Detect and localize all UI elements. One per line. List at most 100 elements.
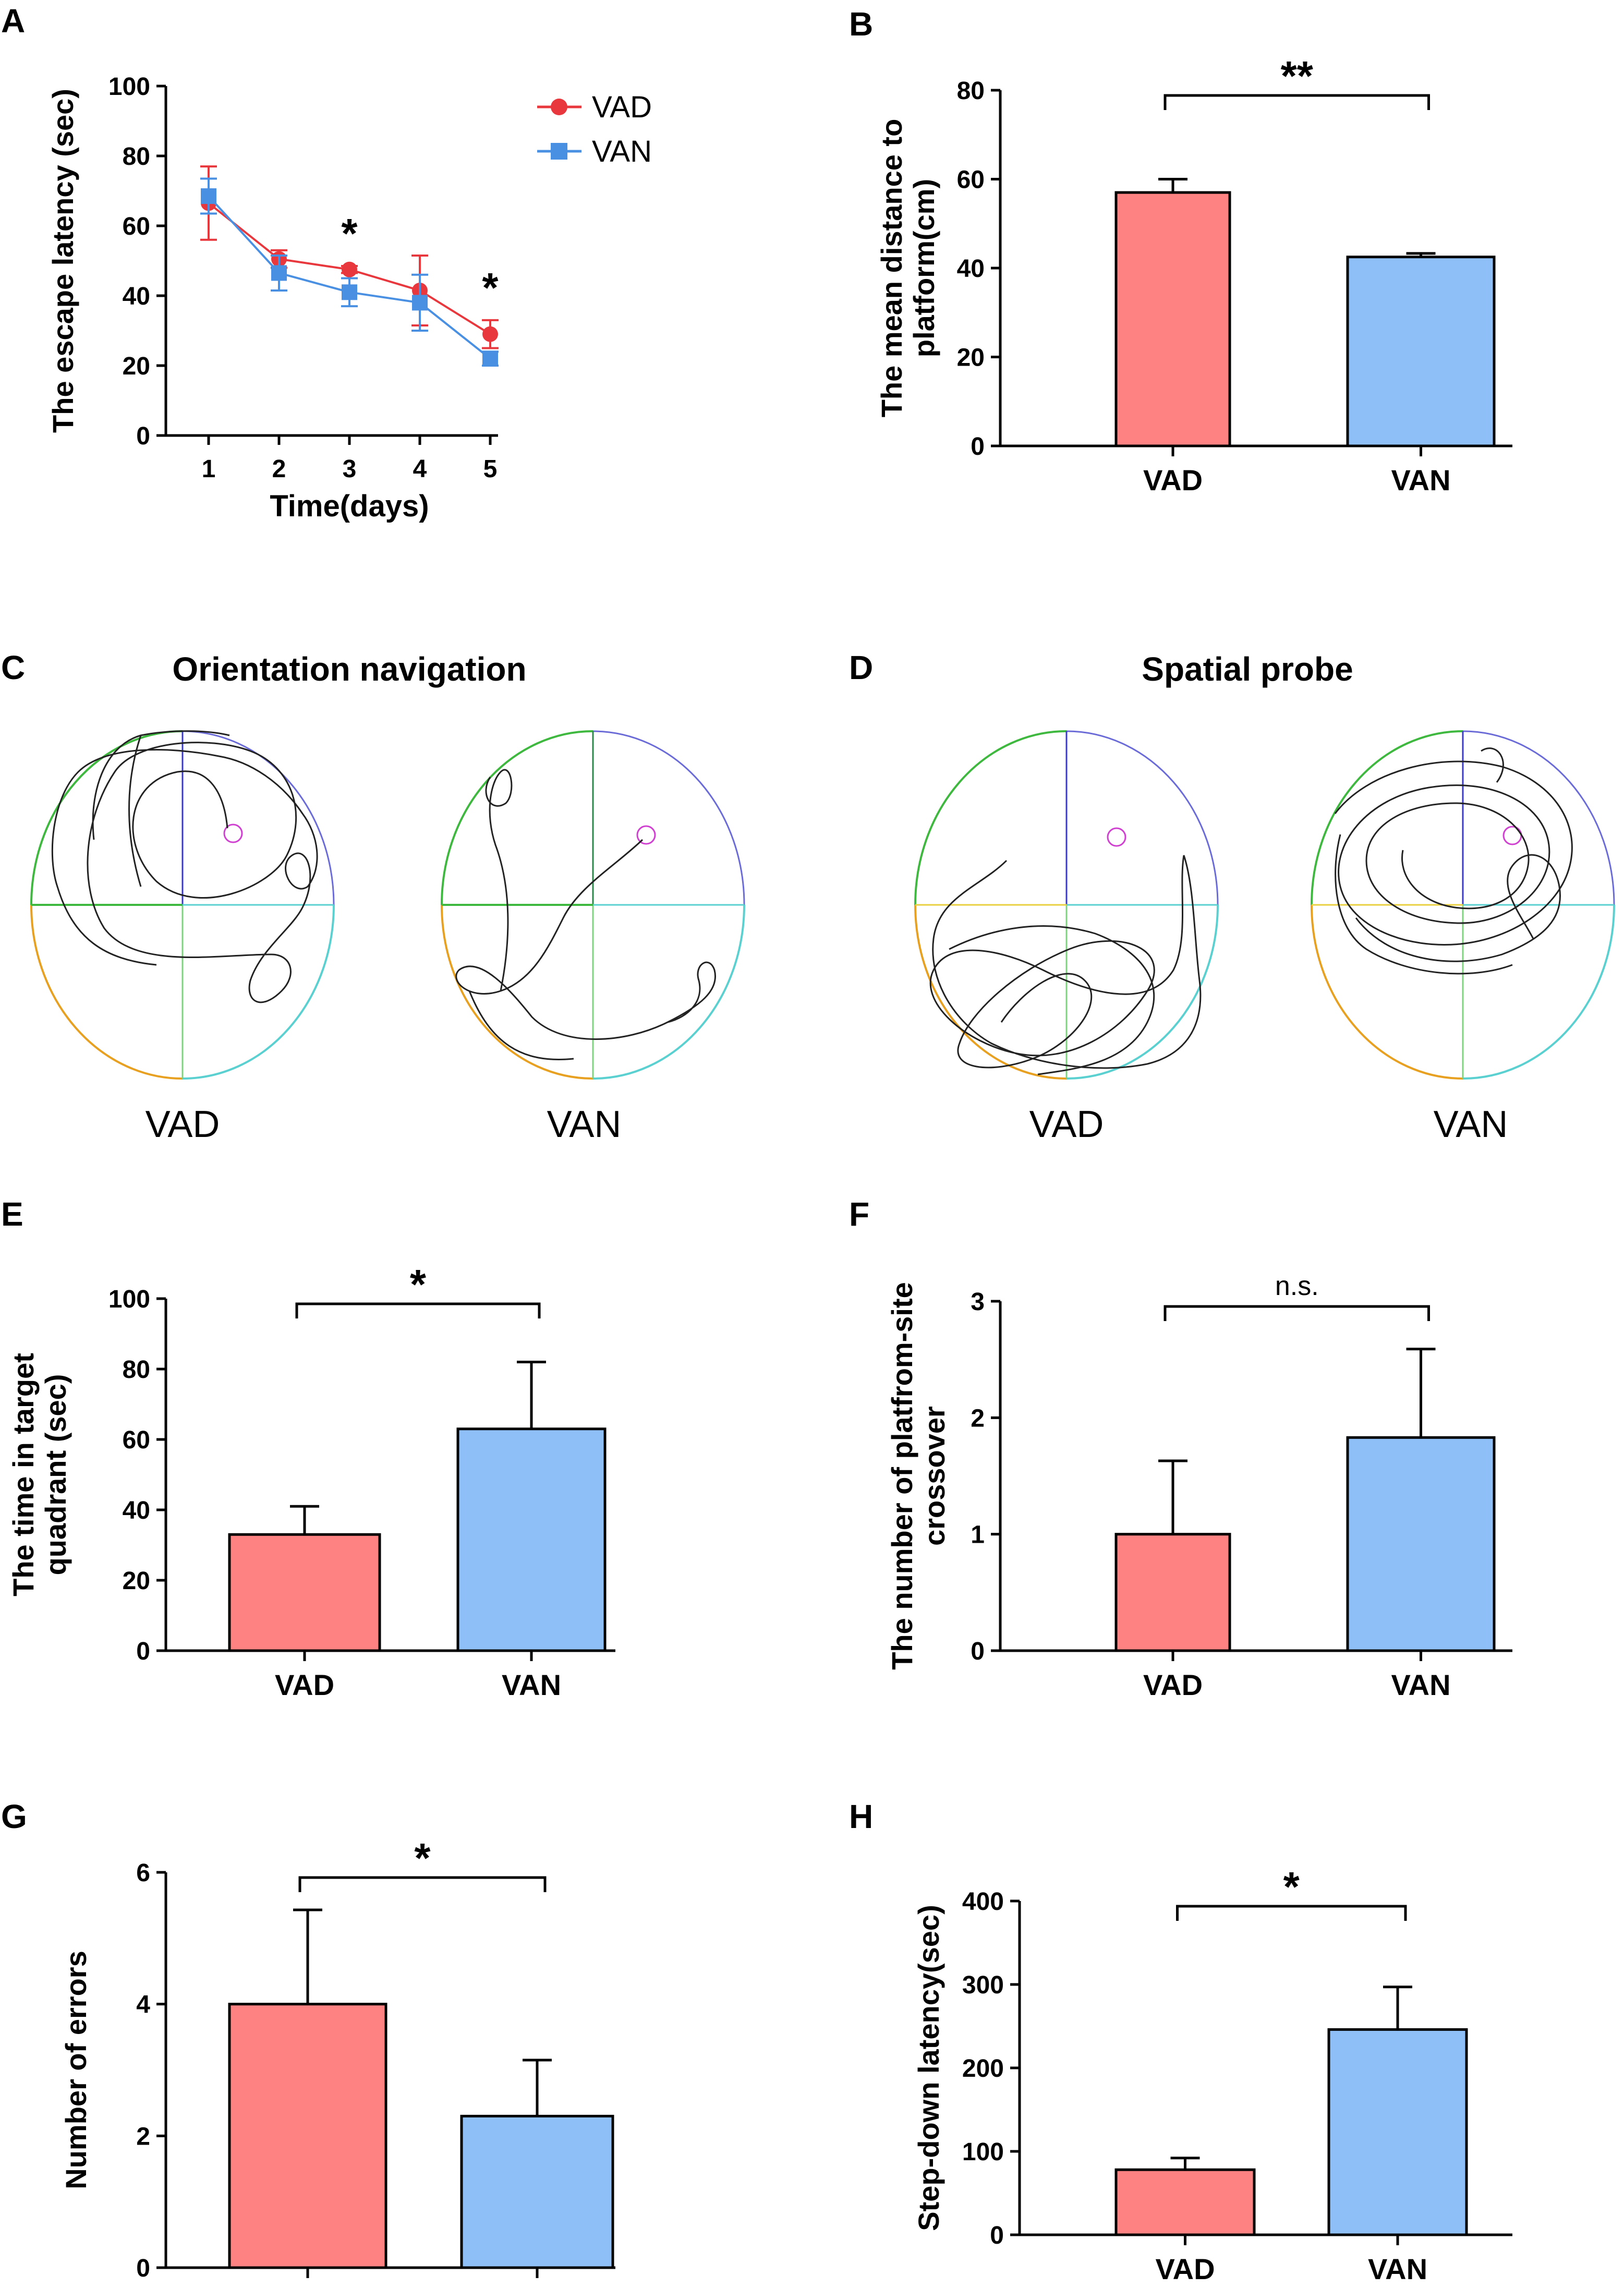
chart-a-escape-latency: 0 20 40 60 80 100 1 2 3 4 5 Time(days) * * VAD VAN The e… — [46, 73, 652, 523]
y-axis-label: crossover — [918, 1406, 951, 1546]
y-tick-label: 1 — [971, 1521, 985, 1549]
legend-label-vad: VAD — [592, 90, 652, 124]
y-tick-label: 300 — [962, 1971, 1004, 1999]
x-tick-label: VAN — [1391, 464, 1450, 497]
y-tick-label: 80 — [123, 143, 150, 171]
x-tick-label: VAD — [275, 1668, 334, 1701]
pool-c-vad: VAD — [30, 730, 335, 1145]
platform-marker-icon — [1107, 827, 1126, 847]
y-axis-label: The escape latency (sec) — [46, 89, 79, 433]
y-axis-label: Step-down latency(sec) — [912, 1905, 945, 2231]
x-tick-label: VAD — [278, 2285, 337, 2288]
panel-letter-b: B — [849, 5, 873, 43]
significance-label: ** — [1281, 53, 1314, 99]
x-tick-label: VAD — [1155, 2253, 1215, 2285]
y-axis-label: The time in target — [7, 1353, 40, 1596]
bar-vad — [1114, 1533, 1231, 1652]
bar-van — [456, 1427, 607, 1652]
y-tick-label: 100 — [962, 2138, 1004, 2166]
x-tick-label: VAN — [507, 2285, 567, 2288]
significance-label: * — [410, 1261, 427, 1308]
bar-vad — [1114, 191, 1231, 447]
panel-letter-g: G — [1, 1798, 27, 1835]
y-tick-label: 0 — [971, 433, 985, 461]
bar-van — [1346, 256, 1496, 447]
significance-label: * — [482, 264, 499, 311]
y-tick-label: 40 — [123, 283, 150, 310]
y-tick-label: 60 — [123, 1426, 150, 1454]
chart-e-target-quadrant-time: 0 20 40 60 80 100 VAD VAN * The time in target qua… — [7, 1261, 615, 1701]
y-axis-label: The mean distance to — [875, 119, 908, 418]
legend-marker-vad — [551, 99, 567, 115]
x-tick-label: VAD — [1143, 1668, 1203, 1701]
x-tick-label: VAN — [1391, 1668, 1450, 1701]
significance-bracket — [295, 1302, 541, 1318]
significance-bracket — [1176, 1905, 1407, 1921]
platform-marker-icon — [636, 825, 656, 845]
y-axis-label: platform(cm) — [907, 179, 940, 357]
bar-vad — [1114, 2168, 1256, 2236]
y-tick-label: 40 — [123, 1497, 150, 1524]
bar-vad — [228, 1533, 381, 1652]
y-axis-label: Number of errors — [59, 1951, 92, 2189]
y-tick-label: 0 — [990, 2222, 1004, 2249]
data-point-van — [412, 295, 428, 311]
x-axis-label: Time(days) — [270, 489, 429, 523]
legend-label-van: VAN — [592, 135, 652, 168]
x-tick-label: VAN — [502, 1668, 561, 1701]
y-tick-label: 20 — [123, 353, 150, 380]
x-tick-label: 5 — [483, 455, 498, 483]
y-tick-label: 20 — [957, 344, 985, 372]
track-label-d-van: VAN — [1434, 1104, 1508, 1145]
x-tick-label: VAN — [1368, 2253, 1427, 2285]
pool-d-van: VAN — [1311, 730, 1615, 1145]
data-point-van — [482, 350, 498, 367]
panel-c-orientation-navigation: Orientation navigation VAD VAN — [30, 650, 745, 1145]
x-tick-label: 3 — [343, 455, 357, 483]
y-tick-label: 60 — [957, 166, 985, 194]
x-tick-label: 4 — [413, 455, 427, 483]
data-point-vad — [342, 261, 357, 277]
y-tick-label: 3 — [971, 1288, 985, 1316]
significance-label: * — [341, 210, 358, 257]
panel-letter-a: A — [1, 2, 25, 40]
track-label-c-van: VAN — [547, 1104, 622, 1145]
panel-c-title: Orientation navigation — [172, 650, 526, 688]
data-point-van — [271, 265, 287, 281]
data-point-van — [342, 284, 357, 300]
chart-f-platform-crossover: 0 1 2 3 VAD VAN n.s. The number of platfrom-sit… — [886, 1271, 1512, 1701]
y-axis-label: quadrant (sec) — [39, 1374, 72, 1576]
y-tick-label: 80 — [957, 77, 985, 105]
panel-letter-f: F — [849, 1195, 869, 1233]
y-tick-label: 2 — [136, 2123, 150, 2150]
track-label-d-vad: VAD — [1029, 1104, 1104, 1145]
panel-letter-d: D — [849, 649, 873, 686]
significance-bracket — [1164, 1305, 1430, 1321]
y-tick-label: 200 — [962, 2055, 1004, 2083]
significance-bracket — [298, 1876, 547, 1892]
y-tick-label: 2 — [971, 1405, 985, 1432]
panel-letter-h: H — [849, 1798, 873, 1835]
significance-bracket — [1164, 94, 1430, 110]
y-tick-label: 0 — [136, 422, 150, 450]
chart-h-step-down-latency: 0 100 200 300 400 VAD VAN * Step-down latency(se… — [912, 1863, 1512, 2285]
y-tick-label: 0 — [136, 2255, 150, 2282]
x-tick-label: VAD — [1143, 464, 1203, 497]
data-point-vad — [482, 326, 498, 342]
panel-d-title: Spatial probe — [1142, 650, 1353, 688]
legend-marker-van — [551, 143, 567, 160]
bar-van — [1346, 1436, 1496, 1652]
chart-b-mean-distance: 0 20 40 60 80 VAD VAN ** The mean distance to pla… — [875, 53, 1512, 497]
y-tick-label: 0 — [136, 1638, 150, 1665]
y-tick-label: 100 — [108, 73, 150, 101]
pool-d-vad: VAD — [914, 730, 1219, 1145]
panel-d-spatial-probe: Spatial probe VAD VAN — [914, 650, 1615, 1145]
panel-letter-c: C — [1, 649, 25, 686]
y-tick-label: 60 — [123, 213, 150, 240]
y-tick-label: 400 — [962, 1888, 1004, 1916]
y-tick-label: 20 — [123, 1567, 150, 1595]
platform-marker-icon — [223, 824, 243, 843]
y-tick-label: 6 — [136, 1859, 150, 1887]
significance-label: * — [414, 1835, 431, 1881]
